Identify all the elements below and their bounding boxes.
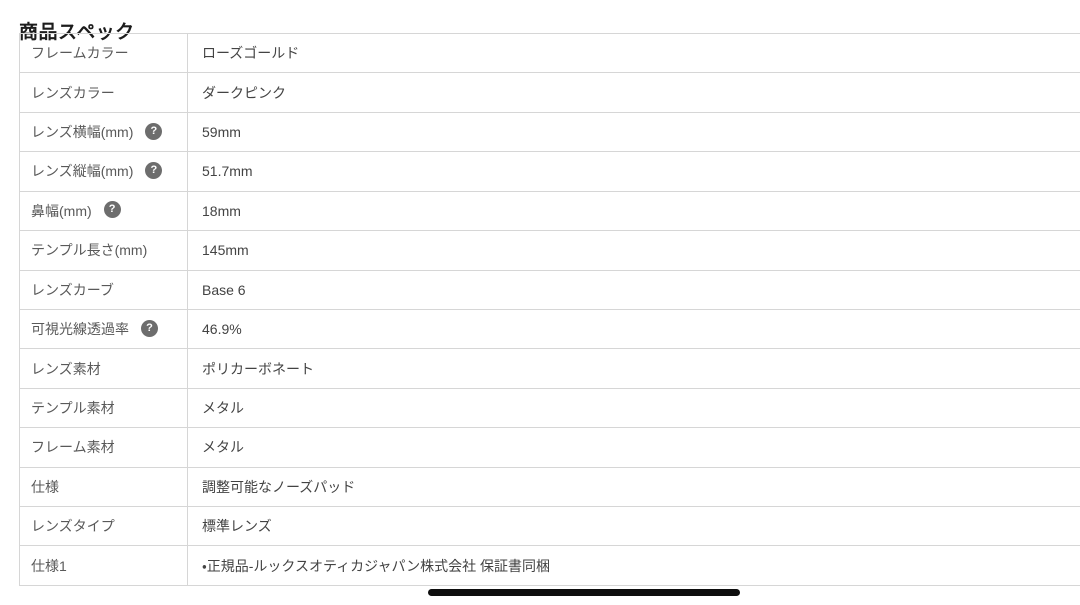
spec-row: レンズ横幅(mm)? 59mm: [19, 111, 1080, 153]
spec-value: ポリカーボネート: [202, 360, 314, 377]
help-icon[interactable]: ?: [141, 319, 158, 337]
spec-label-cell: テンプル長さ(mm): [19, 230, 188, 271]
spec-row: 可視光線透過率? 46.9%: [19, 308, 1080, 350]
spec-label-cell: レンズ横幅(mm)?: [19, 111, 188, 153]
spec-row: レンズ縦幅(mm)? 51.7mm: [19, 151, 1080, 192]
spec-value-cell: 145mm: [187, 230, 1080, 271]
spec-row: テンプル素材 メタル: [19, 387, 1080, 429]
spec-label-cell: テンプル素材: [19, 387, 188, 429]
spec-value-cell: ローズゴールド: [187, 32, 1080, 74]
spec-table-body: フレームカラー ローズゴールド レンズカラー ダークピンク レンズ横幅(mm)? 59mm…: [19, 32, 1080, 586]
spec-label-cell: レンズ縦幅(mm)?: [19, 151, 188, 192]
spec-label: テンプル素材: [31, 400, 115, 416]
spec-label: レンズカラー: [31, 84, 115, 101]
spec-value: ローズゴールド: [202, 45, 300, 62]
help-icon[interactable]: ?: [103, 201, 121, 219]
spec-label-cell: レンズタイプ: [19, 506, 188, 547]
spec-value-cell: メタル: [187, 427, 1080, 468]
spec-label-cell: 可視光線透過率?: [19, 308, 188, 350]
spec-value-cell: 18mm: [187, 190, 1080, 232]
spec-value-cell: ポリカーボネート: [187, 348, 1080, 389]
spec-label-cell: フレーム素材: [19, 427, 188, 468]
spec-value: メタル: [202, 439, 244, 456]
help-icon[interactable]: ?: [145, 122, 163, 140]
spec-label: フレーム素材: [31, 439, 115, 456]
spec-row: フレームカラー ローズゴールド: [19, 32, 1080, 74]
spec-label: 鼻幅(mm): [31, 202, 92, 219]
spec-value: ・正規品-ルックスオティカジャパン株式会社 保証書同梱: [202, 557, 551, 574]
spec-label-cell: 鼻幅(mm)?: [19, 190, 188, 232]
spec-value-cell: 51.7mm: [187, 151, 1080, 192]
spec-value: 標準レンズ: [202, 518, 272, 535]
spec-label: 仕様: [31, 478, 59, 495]
spec-value-cell: メタル: [187, 387, 1080, 429]
spec-label: フレームカラー: [31, 45, 129, 62]
spec-label-cell: レンズ素材: [19, 348, 188, 389]
spec-label: 仕様1: [31, 557, 67, 574]
horizontal-scrollbar-thumb[interactable]: [428, 589, 740, 596]
spec-value: 145mm: [202, 242, 249, 259]
spec-value-cell: 調整可能なノーズパッド: [187, 466, 1080, 508]
spec-row: 仕様1 ・正規品-ルックスオティカジャパン株式会社 保証書同梱: [19, 545, 1080, 586]
spec-label: レンズカーブ: [31, 281, 114, 298]
spec-label: テンプル長さ(mm): [31, 242, 148, 259]
help-icon[interactable]: ?: [145, 161, 163, 179]
spec-row: フレーム素材 メタル: [19, 427, 1080, 468]
spec-label: 可視光線透過率: [31, 321, 129, 338]
spec-row: テンプル長さ(mm) 145mm: [19, 230, 1080, 271]
spec-row: レンズカラー ダークピンク: [19, 72, 1080, 113]
spec-label: レンズ縦幅(mm): [31, 163, 134, 180]
spec-value: 59mm: [202, 124, 241, 141]
spec-label-cell: フレームカラー: [19, 32, 188, 74]
spec-label: レンズタイプ: [31, 518, 115, 535]
spec-label-cell: 仕様1: [19, 545, 188, 586]
spec-value: Base 6: [202, 281, 246, 298]
spec-value: ダークピンク: [202, 84, 286, 101]
spec-label-cell: レンズカーブ: [19, 269, 188, 310]
spec-label-cell: レンズカラー: [19, 72, 188, 113]
spec-row: レンズカーブ Base 6: [19, 269, 1080, 310]
spec-label-cell: 仕様: [19, 466, 188, 508]
spec-value-cell: ダークピンク: [187, 72, 1080, 113]
spec-value-cell: 標準レンズ: [187, 506, 1080, 547]
spec-label: レンズ横幅(mm): [31, 124, 134, 141]
spec-value-cell: 46.9%: [187, 308, 1080, 350]
spec-value: 18mm: [202, 202, 241, 219]
spec-row: 仕様 調整可能なノーズパッド: [19, 466, 1080, 508]
spec-table: フレームカラー ローズゴールド レンズカラー ダークピンク レンズ横幅(mm)? 59mm…: [19, 32, 1080, 586]
spec-value-cell: Base 6: [187, 269, 1080, 310]
spec-value: 51.7mm: [202, 163, 253, 180]
spec-value-cell: ・正規品-ルックスオティカジャパン株式会社 保証書同梱: [187, 545, 1080, 586]
spec-value: メタル: [202, 400, 244, 416]
spec-label: レンズ素材: [31, 360, 101, 377]
spec-value-cell: 59mm: [187, 111, 1080, 153]
spec-value: 調整可能なノーズパッド: [202, 478, 356, 495]
spec-row: 鼻幅(mm)? 18mm: [19, 190, 1080, 232]
spec-row: レンズタイプ 標準レンズ: [19, 506, 1080, 547]
spec-row: レンズ素材 ポリカーボネート: [19, 348, 1080, 389]
spec-value: 46.9%: [202, 321, 242, 338]
